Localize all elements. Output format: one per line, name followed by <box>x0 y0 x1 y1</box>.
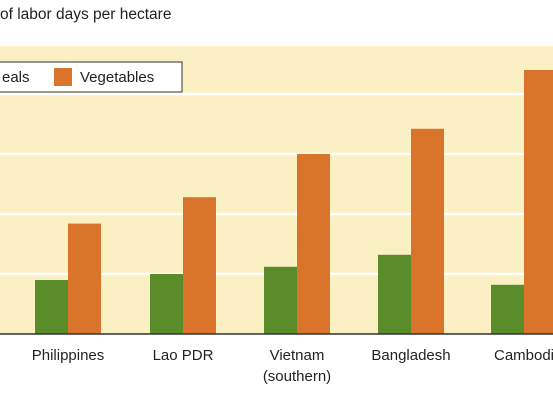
bar-cereals-1 <box>150 274 183 334</box>
x-tick-label: Vietnam <box>270 347 325 364</box>
bar-cereals-4 <box>491 284 524 334</box>
bar-vegetables-4 <box>524 70 553 334</box>
x-tick-labels: Philippines Lao PDR Vietnam (southern) Bangl… <box>32 347 553 385</box>
x-tick-label: Philippines <box>32 347 105 364</box>
x-tick-label: Bangladesh <box>371 347 450 364</box>
bar-vegetables-3 <box>411 128 444 334</box>
x-tick-label: Lao PDR <box>153 347 214 364</box>
bar-vegetables-0 <box>68 223 101 334</box>
bar-cereals-0 <box>35 280 68 334</box>
legend-box <box>0 61 183 93</box>
chart-title: of labor days per hectare <box>0 6 172 23</box>
x-tick-label: (southern) <box>263 368 331 385</box>
legend: eals Vegetables <box>0 61 183 93</box>
bar-cereals-2 <box>264 266 297 334</box>
legend-label-vegetables: Vegetables <box>80 69 154 86</box>
x-tick-label: Cambodi <box>494 347 553 364</box>
legend-swatch-vegetables <box>54 68 72 86</box>
bar-vegetables-1 <box>183 197 216 334</box>
bars <box>35 70 553 334</box>
bar-vegetables-2 <box>297 154 330 334</box>
legend-label-cereals: eals <box>2 69 30 86</box>
bar-cereals-3 <box>378 254 411 334</box>
